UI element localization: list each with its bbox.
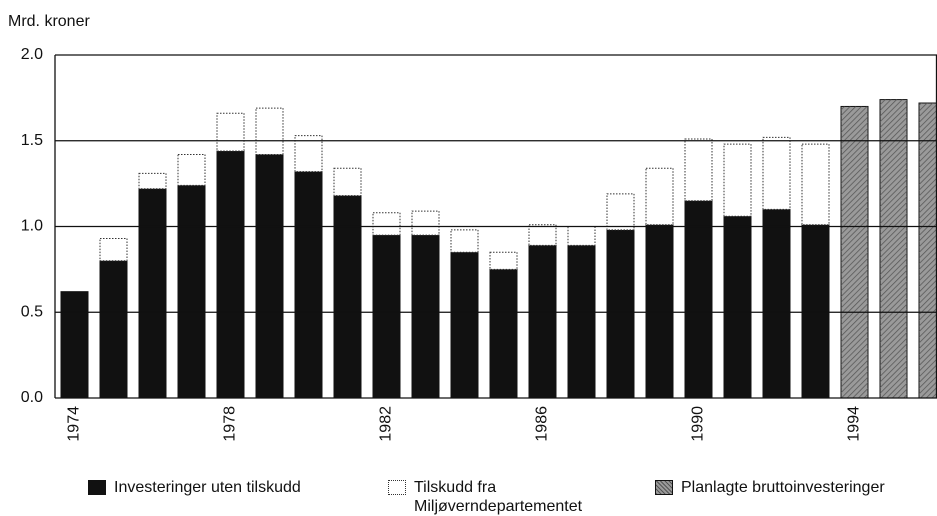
bar <box>99 238 128 262</box>
bar <box>840 105 869 399</box>
bar <box>567 244 596 399</box>
bar <box>762 208 791 399</box>
bar <box>333 167 362 197</box>
legend-swatch <box>388 480 406 495</box>
bar <box>567 226 596 246</box>
bar <box>606 193 635 231</box>
legend-item: Planlagte bruttoinvesteringer <box>655 478 937 497</box>
bar <box>372 212 401 236</box>
y-tick-label: 2.0 <box>21 46 43 63</box>
x-tick-label: 1982 <box>378 406 395 442</box>
bar <box>645 167 674 226</box>
bar <box>294 135 323 173</box>
legend-item: Investeringer uten tilskudd <box>88 478 314 497</box>
legend-label: Planlagte bruttoinvesteringer <box>681 479 885 496</box>
y-tick-label: 0.5 <box>21 303 43 320</box>
bar <box>138 188 167 399</box>
x-tick-label: 1978 <box>222 406 239 442</box>
bar <box>372 234 401 399</box>
bar <box>99 260 128 399</box>
bar <box>489 268 518 399</box>
plot-area <box>60 99 937 399</box>
legend: Investeringer uten tilskudd Tilskudd fra … <box>0 474 937 516</box>
chart: Mrd. kroner 0.0 0.5 1.0 1.5 2.0 1974 1978 1982 1… <box>8 13 937 442</box>
legend-item: Tilskudd fra Miljøverndepartementet <box>388 478 629 516</box>
bar <box>606 229 635 399</box>
bar <box>489 251 518 270</box>
bar <box>528 224 557 246</box>
bar <box>255 153 284 399</box>
legend-swatch <box>655 480 673 495</box>
y-tick-label: 0.0 <box>21 389 43 406</box>
bar <box>879 99 908 399</box>
y-axis-label: Mrd. kroner <box>8 13 90 30</box>
x-tick-label: 1994 <box>846 406 863 442</box>
bar <box>255 107 284 155</box>
bar <box>450 251 479 399</box>
bar <box>450 229 479 253</box>
bar <box>411 210 440 236</box>
x-tick-label: 1974 <box>66 406 83 442</box>
bar <box>723 143 752 217</box>
bar <box>333 195 362 399</box>
bar <box>216 112 245 152</box>
bar <box>60 291 89 399</box>
legend-swatch <box>88 480 106 495</box>
bar <box>918 102 937 399</box>
bar <box>294 171 323 399</box>
bar <box>684 200 713 399</box>
bar <box>177 153 206 186</box>
bar <box>801 224 830 399</box>
bar <box>762 136 791 210</box>
legend-label: Tilskudd fra Miljøverndepartementet <box>414 479 583 515</box>
x-tick-label: 1990 <box>690 406 707 442</box>
bar <box>645 224 674 399</box>
bar <box>138 172 167 190</box>
bar <box>723 215 752 399</box>
bar <box>528 244 557 399</box>
y-tick-label: 1.5 <box>21 132 43 149</box>
legend-label: Investeringer uten tilskudd <box>114 479 301 496</box>
bar <box>684 138 713 202</box>
x-tick-label: 1986 <box>534 406 551 442</box>
y-tick-label: 1.0 <box>21 218 43 235</box>
bar <box>411 234 440 399</box>
bar <box>177 184 206 399</box>
bar <box>216 150 245 399</box>
bar <box>801 143 830 226</box>
